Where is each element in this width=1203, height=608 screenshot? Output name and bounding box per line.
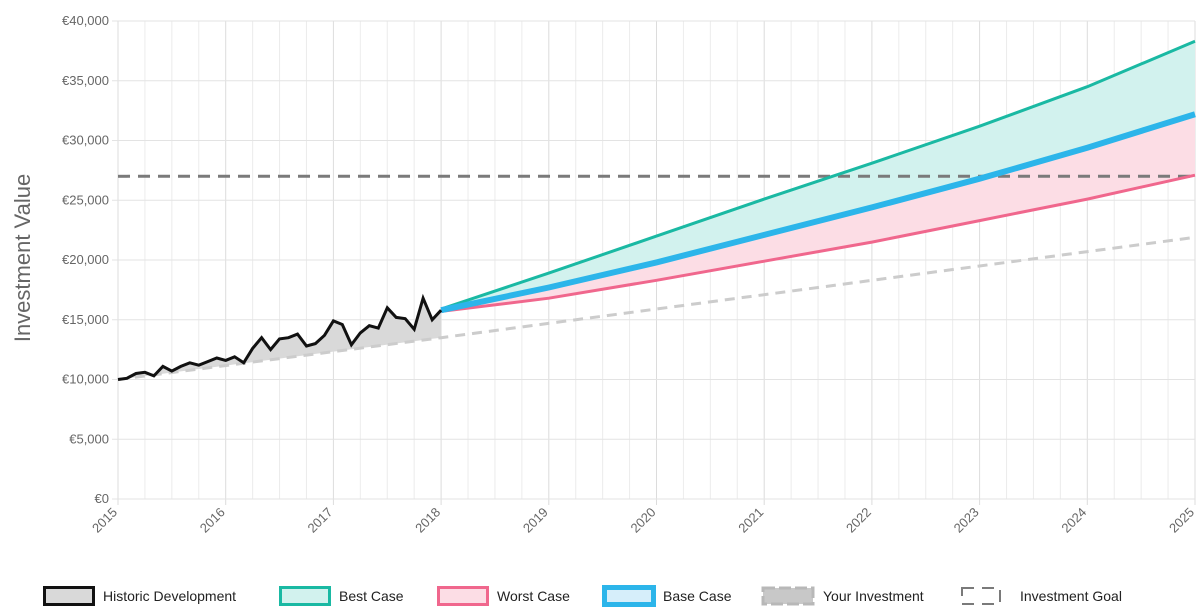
y-tick-label: €30,000: [62, 133, 109, 148]
x-tick-label: 2022: [843, 505, 874, 536]
x-tick-label: 2023: [951, 505, 982, 536]
legend-label: Worst Case: [497, 588, 570, 604]
y-tick-label: €10,000: [62, 372, 109, 387]
x-tick-label: 2019: [520, 505, 551, 536]
legend-swatch-worst-case: [437, 586, 489, 606]
y-tick-label: €15,000: [62, 312, 109, 327]
y-axis-title: Investment Value: [10, 174, 35, 342]
legend-swatch-historic-development: [43, 586, 95, 606]
worst-case-line: [440, 173, 1196, 313]
legend-label: Your Investment: [823, 588, 924, 604]
x-tick-label: 2017: [304, 505, 335, 536]
historic-development-line: [117, 293, 443, 381]
x-tick-label: 2015: [89, 505, 120, 536]
base-case-line: [440, 111, 1196, 314]
y-tick-label: €35,000: [62, 73, 109, 88]
y-tick-label: €25,000: [62, 192, 109, 207]
legend: Historic Development Best Case Worst Case B…: [43, 585, 1122, 607]
legend-swatch-your-investment: [761, 586, 815, 606]
x-tick-label: 2016: [197, 505, 228, 536]
historic-area: [118, 298, 442, 380]
x-tick-label: 2021: [735, 505, 766, 536]
x-tick-label: 2018: [412, 505, 443, 536]
your-investment-line: [117, 235, 1196, 381]
best-case-line: [440, 39, 1196, 311]
x-tick-label: 2025: [1166, 505, 1197, 536]
legend-label: Investment Goal: [1020, 588, 1122, 604]
areas: [118, 41, 1196, 380]
legend-label: Best Case: [339, 588, 404, 604]
y-tick-label: €0: [95, 491, 109, 506]
legend-swatch-base-case: [602, 585, 656, 607]
legend-label: Base Case: [663, 588, 732, 604]
legend-swatch-investment-goal: [961, 587, 1001, 605]
x-tick-label: 2024: [1058, 505, 1089, 536]
legend-label: Historic Development: [103, 588, 236, 604]
y-tick-label: €20,000: [62, 252, 109, 267]
y-tick-label: €40,000: [62, 13, 109, 28]
legend-swatch-best-case: [279, 586, 331, 606]
series-lines: [117, 39, 1196, 381]
y-tick-label: €5,000: [69, 431, 109, 446]
x-tick-label: 2020: [628, 505, 659, 536]
